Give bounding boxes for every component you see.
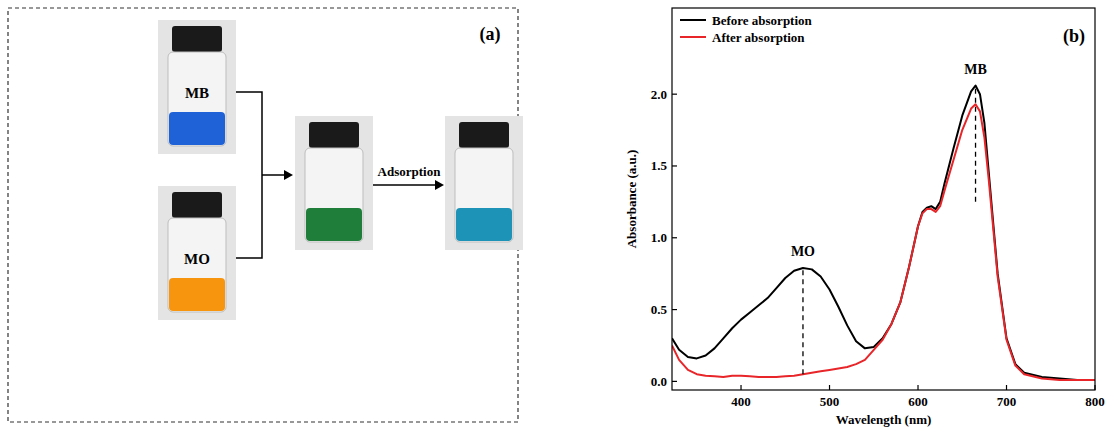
legend-swatch (680, 19, 706, 21)
arrow-shaft (373, 184, 437, 186)
photo-background (295, 116, 373, 250)
arrow-head (435, 180, 444, 190)
x-axis-title: Wavelength (nm) (836, 412, 932, 427)
vial-cap (172, 26, 222, 52)
y-tick-label: 0.5 (651, 302, 668, 317)
legend-label: After absorption (712, 30, 805, 45)
x-tick-label: 700 (997, 394, 1017, 409)
vial-glass (168, 218, 226, 312)
panel-b: MO MB 400 500 600 700 800 0.0 0.5 1.0 1.5 2.0 Wavele… (624, 8, 1105, 427)
y-tick-label: 2.0 (651, 87, 667, 102)
x-tick-label: 400 (731, 394, 751, 409)
vial-cap (309, 122, 359, 148)
y-tick-label: 1.5 (651, 158, 668, 173)
y-axis-title: Absorbance (a.u.) (624, 150, 639, 249)
x-tick-label: 800 (1085, 394, 1105, 409)
vial-glass (168, 52, 226, 146)
x-tick (1094, 385, 1095, 390)
y-tick (672, 309, 677, 310)
y-tick (672, 165, 677, 166)
vial-label: MO (184, 251, 210, 267)
vial-cap (172, 192, 222, 218)
plot-area (672, 86, 1095, 380)
vial-glass (305, 148, 363, 242)
annotation-line (975, 86, 976, 202)
legend-label: Before absorption (712, 13, 813, 28)
photo-background (158, 20, 236, 154)
vial-glass (455, 148, 513, 242)
legend-swatch (680, 36, 706, 38)
vial: MO (158, 186, 236, 320)
photo-background (445, 116, 523, 250)
series-line (672, 86, 1095, 380)
arrow-head (284, 170, 293, 180)
series-line (672, 104, 1095, 380)
annotation-line (802, 268, 803, 374)
y-tick (672, 94, 677, 95)
panel-frame (8, 8, 518, 422)
vial (445, 116, 523, 250)
panel-label: (a) (480, 24, 501, 45)
plot-frame (672, 8, 1095, 390)
x-tick-label: 500 (820, 394, 840, 409)
y-tick-label: 0.0 (651, 374, 667, 389)
x-tick (829, 385, 830, 390)
photo-background (158, 186, 236, 320)
y-tick (672, 381, 677, 382)
vial (295, 116, 373, 250)
annotation-label: MB (964, 62, 987, 77)
vial-liquid (169, 112, 225, 145)
vial-liquid (306, 208, 362, 241)
panel-a: (a) MB MO Adsorption (8, 8, 523, 422)
arrow-shaft (262, 174, 287, 176)
vial: MB (158, 20, 236, 154)
y-tick (672, 237, 677, 238)
arrow-label: Adsorption (378, 164, 442, 179)
vial-label: MB (185, 85, 209, 101)
legend: Before absorption After absorption (680, 13, 813, 45)
x-tick-label: 600 (908, 394, 928, 409)
vial-liquid (169, 278, 225, 311)
connector (236, 92, 444, 258)
x-tick (1006, 385, 1007, 390)
vial-cap (459, 122, 509, 148)
annotation-label: MO (791, 244, 815, 259)
bracket (236, 92, 262, 258)
figure: (a) MB MO Adsorption MO MB 400 500 600 700 800 0.0 0… (0, 0, 1118, 430)
x-tick (917, 385, 918, 390)
panel-label: (b) (1063, 26, 1085, 47)
vial-liquid (456, 208, 512, 241)
y-tick-label: 1.0 (651, 230, 667, 245)
x-tick (740, 385, 741, 390)
